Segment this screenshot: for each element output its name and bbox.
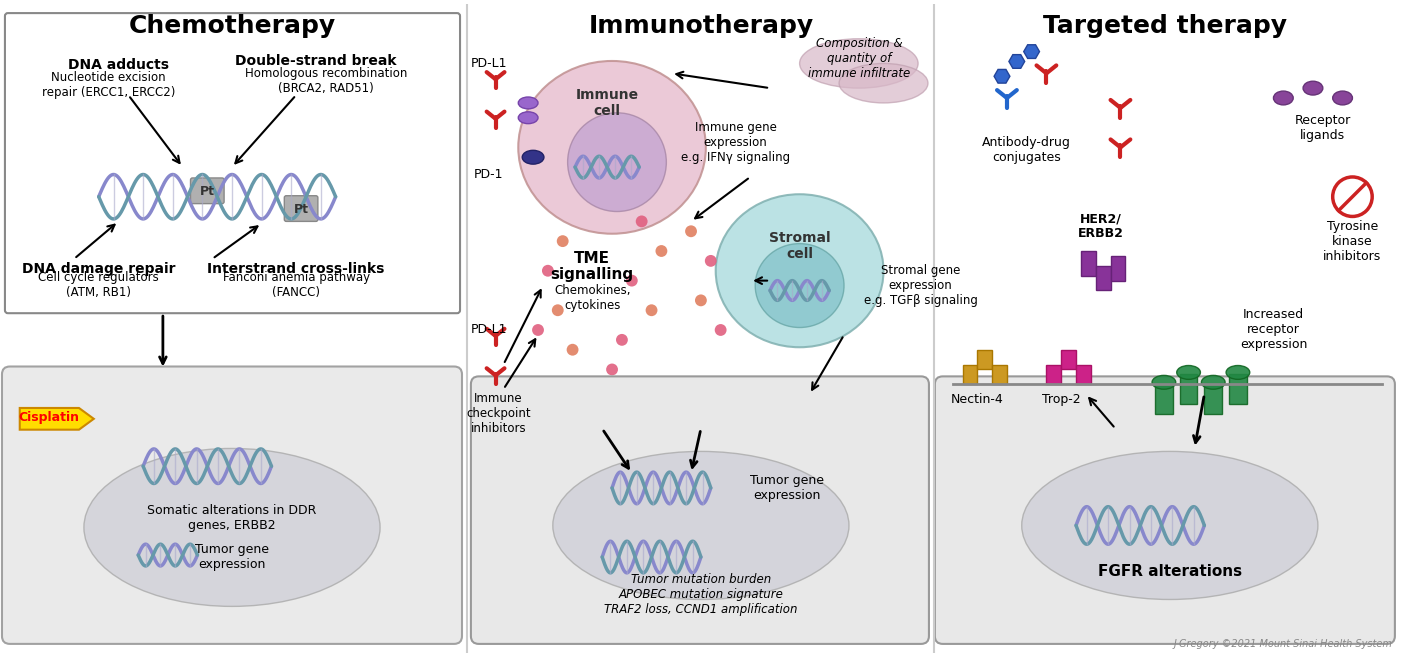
- Text: PD-1: PD-1: [474, 168, 503, 181]
- Text: DNA adducts: DNA adducts: [68, 58, 168, 72]
- Ellipse shape: [553, 451, 848, 599]
- Text: Trop-2: Trop-2: [1042, 393, 1080, 405]
- Circle shape: [694, 294, 707, 306]
- Text: Stromal
cell: Stromal cell: [769, 231, 830, 261]
- Text: PD-L1: PD-L1: [471, 57, 506, 70]
- Bar: [1205, 384, 1222, 414]
- Text: Receptor
ligands: Receptor ligands: [1295, 114, 1350, 142]
- Text: Immunotherapy: Immunotherapy: [588, 14, 813, 38]
- Bar: [977, 350, 993, 369]
- FancyBboxPatch shape: [1, 367, 462, 644]
- Text: Pt: Pt: [199, 185, 215, 198]
- Polygon shape: [994, 70, 1010, 83]
- Text: Tumor mutation burden
APOBEC mutation signature
TRAF2 loss, CCND1 amplification: Tumor mutation burden APOBEC mutation si…: [604, 573, 797, 616]
- Circle shape: [646, 304, 658, 316]
- Bar: [993, 365, 1007, 384]
- Ellipse shape: [1226, 365, 1250, 379]
- FancyBboxPatch shape: [471, 376, 929, 644]
- Text: Homologous recombination
(BRCA2, RAD51): Homologous recombination (BRCA2, RAD51): [245, 67, 407, 95]
- Text: Tyrosine
kinase
inhibitors: Tyrosine kinase inhibitors: [1324, 219, 1381, 263]
- Circle shape: [656, 245, 667, 257]
- Text: Targeted therapy: Targeted therapy: [1044, 14, 1287, 38]
- Text: Immune
cell: Immune cell: [575, 88, 639, 118]
- Circle shape: [686, 225, 697, 237]
- Polygon shape: [1010, 55, 1025, 68]
- Ellipse shape: [1274, 91, 1294, 105]
- Bar: [1046, 365, 1062, 384]
- Polygon shape: [1024, 45, 1039, 58]
- Bar: [1062, 350, 1076, 369]
- Text: Tumor gene
expression: Tumor gene expression: [195, 543, 269, 571]
- Text: Pt: Pt: [294, 203, 308, 216]
- Text: Nectin-4: Nectin-4: [952, 393, 1004, 405]
- Circle shape: [542, 265, 554, 277]
- Ellipse shape: [522, 150, 544, 164]
- Circle shape: [714, 324, 727, 336]
- Circle shape: [607, 363, 618, 375]
- Ellipse shape: [1202, 375, 1225, 389]
- Circle shape: [567, 344, 578, 355]
- Ellipse shape: [1304, 81, 1324, 95]
- Circle shape: [551, 304, 564, 316]
- Circle shape: [626, 275, 638, 286]
- Ellipse shape: [519, 97, 537, 109]
- Text: Nucleotide excision
repair (ERCC1, ERCC2): Nucleotide excision repair (ERCC1, ERCC2…: [42, 71, 175, 99]
- FancyBboxPatch shape: [191, 178, 223, 204]
- Circle shape: [636, 215, 648, 227]
- Ellipse shape: [83, 449, 380, 606]
- Text: Double-strand break: Double-strand break: [235, 55, 397, 68]
- Ellipse shape: [1022, 451, 1318, 599]
- Text: PD-L1: PD-L1: [471, 323, 506, 336]
- Bar: [1155, 384, 1172, 414]
- FancyBboxPatch shape: [284, 196, 318, 221]
- Bar: [1179, 374, 1198, 404]
- Text: TME: TME: [574, 252, 611, 266]
- Text: Composition &
quantity of
immune infiltrate: Composition & quantity of immune infiltr…: [807, 37, 911, 80]
- Circle shape: [704, 255, 717, 267]
- Ellipse shape: [1333, 91, 1352, 105]
- Ellipse shape: [839, 64, 928, 103]
- Bar: [1076, 365, 1090, 384]
- Text: Immune gene
expression
e.g. IFNγ signaling: Immune gene expression e.g. IFNγ signali…: [682, 121, 790, 164]
- Text: Cell cycle regulators
(ATM, RB1): Cell cycle regulators (ATM, RB1): [38, 271, 160, 298]
- Text: Interstrand cross-links: Interstrand cross-links: [208, 261, 385, 276]
- Text: Immune
checkpoint
inhibitors: Immune checkpoint inhibitors: [467, 392, 530, 436]
- Text: Stromal gene
expression
e.g. TGFβ signaling: Stromal gene expression e.g. TGFβ signal…: [864, 264, 977, 307]
- FancyArrow shape: [20, 408, 93, 430]
- Bar: [1080, 251, 1096, 276]
- Text: FGFR alterations: FGFR alterations: [1097, 564, 1241, 579]
- Ellipse shape: [1176, 365, 1200, 379]
- Bar: [963, 365, 977, 384]
- Ellipse shape: [519, 61, 706, 234]
- Ellipse shape: [755, 244, 844, 327]
- Text: signalling: signalling: [550, 267, 633, 283]
- Circle shape: [617, 334, 628, 346]
- Text: J Gregory ©2021 Mount Sinai Health System: J Gregory ©2021 Mount Sinai Health Syste…: [1174, 639, 1393, 649]
- Bar: [1110, 256, 1126, 281]
- Ellipse shape: [567, 113, 666, 212]
- Bar: [1096, 266, 1110, 290]
- Bar: [1229, 374, 1247, 404]
- Text: Cisplatin: Cisplatin: [18, 411, 79, 424]
- Text: Fanconi anemia pathway
(FANCC): Fanconi anemia pathway (FANCC): [222, 271, 369, 298]
- Circle shape: [532, 324, 544, 336]
- Ellipse shape: [800, 39, 918, 88]
- Text: HER2/
ERBB2: HER2/ ERBB2: [1077, 212, 1124, 240]
- Text: Tumor gene
expression: Tumor gene expression: [751, 474, 824, 502]
- FancyBboxPatch shape: [935, 376, 1394, 644]
- Text: Chemotherapy: Chemotherapy: [129, 14, 335, 38]
- Text: Chemokines,
cytokines: Chemokines, cytokines: [554, 284, 631, 312]
- Text: Increased
receptor
expression: Increased receptor expression: [1240, 309, 1307, 351]
- Ellipse shape: [715, 194, 884, 348]
- Ellipse shape: [519, 112, 537, 124]
- Text: Somatic alterations in DDR
genes, ERBB2: Somatic alterations in DDR genes, ERBB2: [147, 503, 317, 532]
- Text: Antibody-drug
conjugates: Antibody-drug conjugates: [983, 136, 1072, 164]
- Ellipse shape: [1152, 375, 1175, 389]
- Circle shape: [557, 235, 568, 247]
- Text: DNA damage repair: DNA damage repair: [23, 261, 175, 276]
